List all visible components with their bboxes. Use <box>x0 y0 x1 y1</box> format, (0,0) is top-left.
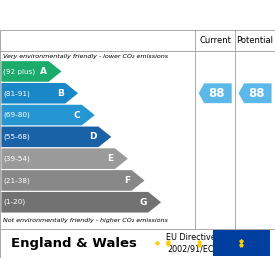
Text: E: E <box>107 154 113 163</box>
Text: (39-54): (39-54) <box>3 155 30 162</box>
Text: England & Wales: England & Wales <box>11 237 137 250</box>
Text: C: C <box>73 110 80 119</box>
Polygon shape <box>1 148 128 169</box>
Text: (21-38): (21-38) <box>3 177 30 184</box>
Text: (92 plus): (92 plus) <box>3 68 35 75</box>
Polygon shape <box>1 83 78 103</box>
Text: (81-91): (81-91) <box>3 90 30 96</box>
Text: (1-20): (1-20) <box>3 199 25 205</box>
Polygon shape <box>238 83 272 103</box>
Text: EU Directive
2002/91/EC: EU Directive 2002/91/EC <box>166 233 216 254</box>
Polygon shape <box>1 170 144 191</box>
Text: B: B <box>57 89 64 98</box>
Text: 88: 88 <box>249 87 265 100</box>
Text: D: D <box>89 132 97 141</box>
Text: Environmental Impact (CO₂) Rating: Environmental Impact (CO₂) Rating <box>15 9 260 22</box>
Polygon shape <box>1 61 62 82</box>
Text: (55-68): (55-68) <box>3 134 30 140</box>
Polygon shape <box>1 192 161 213</box>
Polygon shape <box>1 105 95 125</box>
Bar <box>213 230 270 256</box>
Text: Potential: Potential <box>236 36 274 45</box>
Text: 88: 88 <box>209 87 225 100</box>
Text: Very environmentally friendly - lower CO₂ emissions: Very environmentally friendly - lower CO… <box>3 54 168 59</box>
Text: Not environmentally friendly - higher CO₂ emissions: Not environmentally friendly - higher CO… <box>3 218 168 223</box>
Text: A: A <box>40 67 47 76</box>
Text: Current: Current <box>199 36 231 45</box>
Polygon shape <box>1 126 111 147</box>
Text: F: F <box>124 176 130 185</box>
Text: (69-80): (69-80) <box>3 112 30 118</box>
Polygon shape <box>199 83 232 103</box>
Text: G: G <box>139 198 147 207</box>
